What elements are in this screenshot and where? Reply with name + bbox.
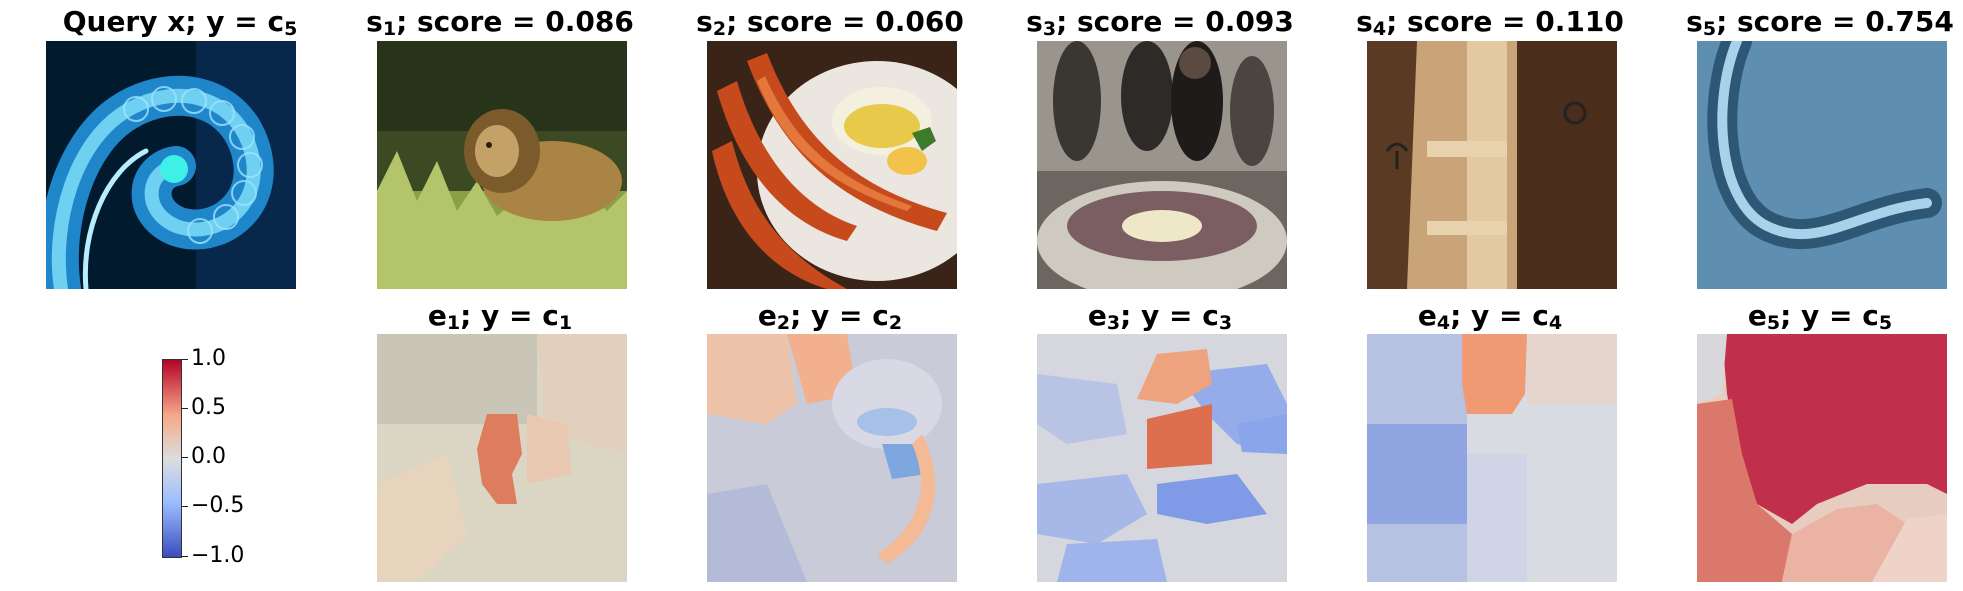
explanation-title-2: e2; y = c2 <box>757 299 903 334</box>
colorbar-tick <box>181 457 188 458</box>
sample-image-5 <box>1697 41 1947 289</box>
sample-title-5: s5; score = 0.754 <box>1686 5 1954 40</box>
colorbar-tick-label: 0.5 <box>191 395 226 420</box>
explanation-map-5 <box>1697 334 1947 582</box>
colorbar-tick-label: 0.0 <box>191 444 226 469</box>
colorbar-tick-label: −1.0 <box>191 543 245 568</box>
sample-title-1: s1; score = 0.086 <box>366 5 634 40</box>
explanation-map-1 <box>377 334 627 582</box>
colorbar-tick <box>181 506 188 507</box>
sample-image-2 <box>707 41 957 289</box>
explanation-title-4: e4; y = c4 <box>1417 299 1563 334</box>
sample-image-3 <box>1037 41 1287 289</box>
explanation-map-4 <box>1367 334 1617 582</box>
colorbar-tick <box>181 408 188 409</box>
explanation-map-2 <box>707 334 957 582</box>
colorbar-tick-label: −0.5 <box>191 493 245 518</box>
sample-image-1 <box>377 41 627 289</box>
explanation-map-3 <box>1037 334 1287 582</box>
colorbar <box>162 359 182 558</box>
query-image <box>46 41 296 289</box>
sample-title-2: s2; score = 0.060 <box>696 5 964 40</box>
colorbar-tick <box>181 556 188 557</box>
colorbar-tick-label: 1.0 <box>191 346 226 371</box>
explanation-title-5: e5; y = c5 <box>1747 299 1893 334</box>
explanation-title-3: e3; y = c3 <box>1087 299 1233 334</box>
colorbar-tick <box>181 359 188 360</box>
explanation-title-1: e1; y = c1 <box>427 299 573 334</box>
sample-title-3: s3; score = 0.093 <box>1026 5 1294 40</box>
query-title: Query x; y = c5 <box>62 5 298 40</box>
sample-title-4: s4; score = 0.110 <box>1356 5 1624 40</box>
sample-image-4 <box>1367 41 1617 289</box>
